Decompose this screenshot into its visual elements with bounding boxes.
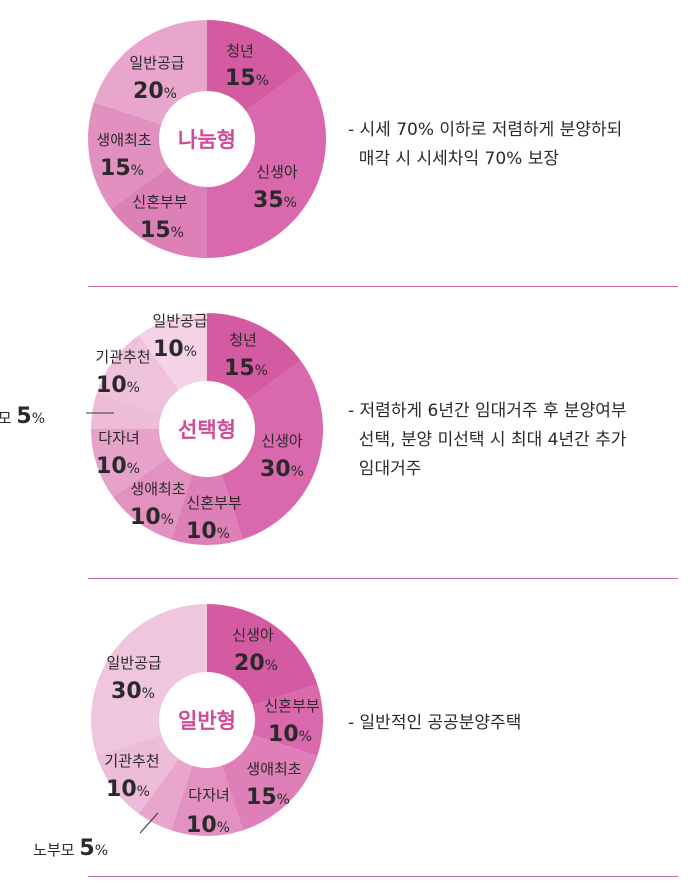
percent-unit: % — [217, 820, 230, 836]
pie-slice-다자녀 — [91, 429, 169, 498]
percent-unit: % — [217, 526, 230, 542]
section-divider — [88, 876, 678, 877]
slice-label-신생아: 신생아 — [256, 163, 298, 181]
slice-value-노부모: 5 — [79, 836, 94, 861]
slice-label-생애최초: 생애최초 — [96, 131, 151, 149]
slice-label-기관추천: 기관추천 — [95, 348, 150, 366]
slice-label-노부모: 노부모 5% — [33, 836, 108, 861]
pie-slice-생애최초 — [221, 734, 318, 831]
slice-label-생애최초: 생애최초 — [246, 760, 301, 778]
pie-slice-노부모 — [91, 393, 162, 429]
percent-unit: % — [184, 344, 197, 360]
slice-label-다자녀: 다자녀 — [188, 786, 229, 804]
slice-label-노부모: 노부모 5% — [0, 404, 45, 429]
percent-unit: % — [137, 784, 150, 800]
description-일반형: - 일반적인 공공분양주택 — [348, 713, 522, 733]
pie-chart-선택형: 선택형청년15%신생아30%신혼부부10%생애최초10%다자녀10%기관추천10… — [0, 312, 324, 545]
chart-title: 선택형 — [178, 418, 236, 442]
slice-label-생애최초: 생애최초 — [130, 480, 185, 498]
pie-slice-기관추천 — [96, 734, 179, 814]
percent-unit: % — [256, 73, 269, 89]
percent-unit: % — [127, 380, 140, 396]
pie-slice-신생아 — [207, 69, 327, 258]
pie-slice-생애최초 — [113, 457, 193, 540]
slice-label-신생아: 신생아 — [232, 626, 274, 644]
slice-label-일반공급: 일반공급 — [152, 312, 207, 330]
percent-unit: % — [291, 464, 304, 480]
pie-slice-다자녀 — [171, 765, 243, 836]
percent-unit: % — [127, 461, 140, 477]
percent-unit: % — [131, 163, 144, 179]
slice-label-일반공급: 일반공급 — [129, 54, 184, 72]
section-divider — [88, 578, 678, 579]
slice-label-청년: 청년 — [226, 42, 254, 60]
slice-label-신혼부부: 신혼부부 — [264, 697, 319, 715]
slice-value-다자녀: 10% — [186, 813, 230, 838]
slice-label-신혼부부: 신혼부부 — [132, 193, 187, 211]
percent-unit: % — [95, 843, 108, 859]
slice-label-기관추천: 기관추천 — [104, 752, 159, 770]
pie-slice-기관추천 — [96, 335, 179, 415]
pie-slice-생애최초 — [88, 102, 169, 209]
percent-unit: % — [142, 686, 155, 702]
slice-value-신생아: 35% — [253, 188, 297, 213]
pie-slice-신생아 — [207, 604, 318, 706]
slice-label-신혼부부: 신혼부부 — [186, 494, 241, 512]
chart-title: 일반형 — [178, 709, 236, 733]
leader-line — [139, 812, 159, 834]
pie-slice-일반공급 — [138, 313, 207, 391]
slice-value-노부모: 5 — [16, 404, 31, 429]
chart-title: 나눔형 — [178, 128, 236, 152]
pie-slice-신혼부부 — [171, 474, 243, 545]
slice-label-신생아: 신생아 — [261, 432, 303, 450]
slice-label-청년: 청년 — [229, 331, 257, 349]
pie-slice-노부모 — [138, 758, 193, 831]
description-선택형: - 저렴하게 6년간 임대거주 후 분양여부 선택, 분양 미선택 시 최대 4… — [348, 401, 627, 479]
description-나눔형: - 시세 70% 이하로 저렴하게 분양하되 매각 시 시세차익 70% 보장 — [348, 120, 623, 169]
percent-unit: % — [171, 225, 184, 241]
pie-slice-청년 — [207, 313, 301, 401]
percent-unit: % — [164, 86, 177, 102]
slice-value-생애최초: 15% — [100, 156, 144, 181]
pie-slice-일반공급 — [90, 604, 207, 756]
percent-unit: % — [299, 729, 312, 745]
percent-unit: % — [277, 792, 290, 808]
pie-slice-신혼부부 — [252, 684, 324, 756]
section-divider — [88, 286, 678, 287]
percent-unit: % — [284, 195, 297, 211]
percent-unit: % — [255, 363, 268, 379]
slice-label-다자녀: 다자녀 — [98, 429, 139, 447]
percent-unit: % — [265, 658, 278, 674]
pie-chart-일반형: 일반형신생아20%신혼부부10%생애최초15%다자녀10%기관추천10%일반공급… — [33, 604, 324, 861]
percent-unit: % — [32, 411, 45, 427]
slice-label-일반공급: 일반공급 — [106, 654, 161, 672]
percent-unit: % — [161, 512, 174, 528]
slice-value-신혼부부: 10% — [268, 722, 312, 747]
pie-slice-신생아 — [221, 360, 324, 540]
pie-slice-청년 — [207, 20, 304, 111]
pie-slice-일반공급 — [93, 20, 207, 125]
pie-slice-신혼부부 — [110, 167, 207, 258]
